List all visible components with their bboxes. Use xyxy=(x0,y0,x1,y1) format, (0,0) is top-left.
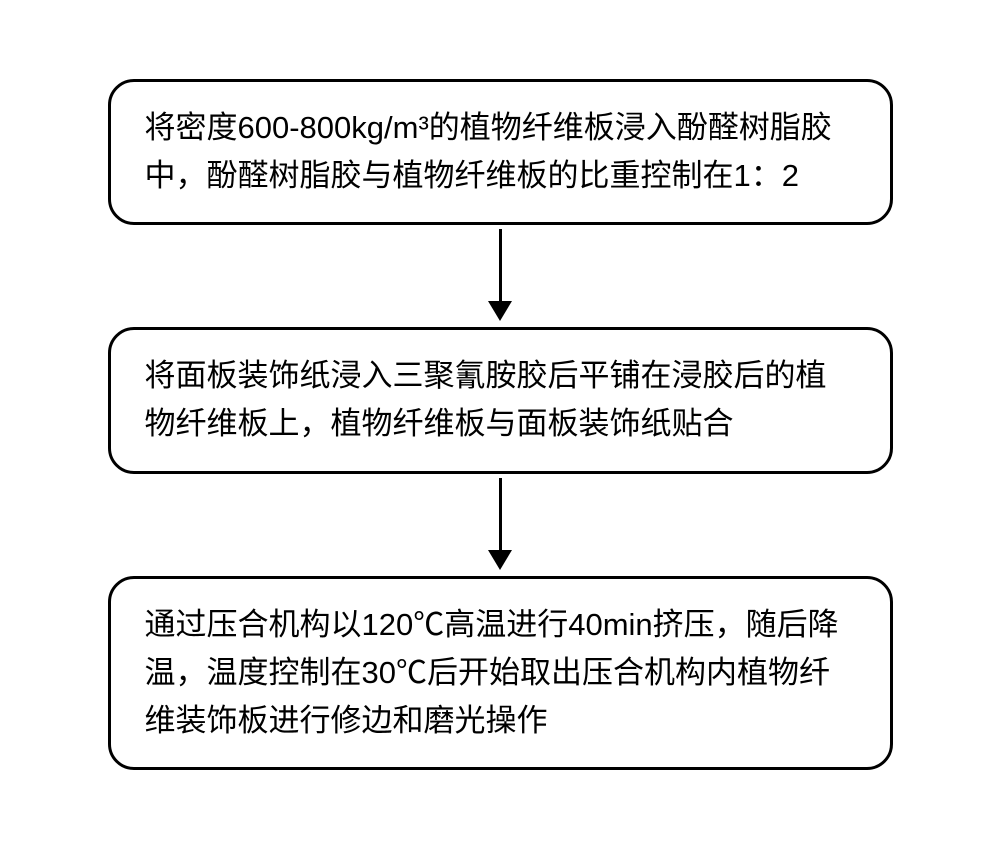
arrow-shaft xyxy=(499,229,502,301)
step-2-text: 将面板装饰纸浸入三聚氰胺胶后平铺在浸胶后的植物纤维板上，植物纤维板与面板装饰纸贴… xyxy=(145,352,856,448)
flowchart: 将密度600-800kg/m³的植物纤维板浸入酚醛树脂胶中，酚醛树脂胶与植物纤维… xyxy=(88,39,913,809)
arrow-head-icon xyxy=(488,550,512,570)
arrow-head-icon xyxy=(488,301,512,321)
arrow-shaft xyxy=(499,478,502,550)
step-3: 通过压合机构以120℃高温进行40min挤压，随后降温，温度控制在30℃后开始取… xyxy=(108,576,893,770)
arrow-1 xyxy=(488,229,512,321)
step-3-text: 通过压合机构以120℃高温进行40min挤压，随后降温，温度控制在30℃后开始取… xyxy=(145,601,856,745)
step-1: 将密度600-800kg/m³的植物纤维板浸入酚醛树脂胶中，酚醛树脂胶与植物纤维… xyxy=(108,79,893,225)
step-2: 将面板装饰纸浸入三聚氰胺胶后平铺在浸胶后的植物纤维板上，植物纤维板与面板装饰纸贴… xyxy=(108,327,893,473)
arrow-2 xyxy=(488,478,512,570)
step-1-text: 将密度600-800kg/m³的植物纤维板浸入酚醛树脂胶中，酚醛树脂胶与植物纤维… xyxy=(145,104,856,200)
